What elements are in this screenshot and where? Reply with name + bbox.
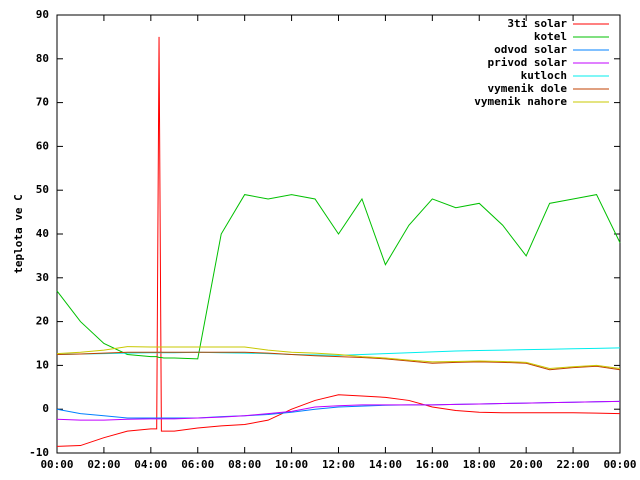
series-line — [56, 400, 621, 419]
x-tick-label: 16:00 — [416, 458, 449, 471]
y-tick-label: 50 — [36, 183, 49, 196]
x-tick-label: 22:00 — [557, 458, 590, 471]
x-tick-label: 12:00 — [322, 458, 355, 471]
legend-label: kutloch — [521, 69, 567, 82]
y-axis-label: teplota ve C — [12, 194, 25, 273]
series-line — [56, 351, 621, 371]
x-tick-label: 00:00 — [603, 458, 636, 471]
x-tick-label: 20:00 — [510, 458, 543, 471]
y-tick-label: 30 — [36, 271, 49, 284]
x-tick-label: 04:00 — [134, 458, 167, 471]
legend-label: privod solar — [488, 56, 568, 69]
series-line — [56, 346, 621, 369]
x-tick-label: 08:00 — [228, 458, 261, 471]
x-tick-label: 06:00 — [181, 458, 214, 471]
legend-label: odvod solar — [494, 43, 567, 56]
legend-label: vymenik nahore — [474, 95, 567, 108]
y-tick-label: 60 — [36, 139, 49, 152]
y-tick-label: 20 — [36, 315, 49, 328]
series-line — [56, 36, 621, 447]
series-line — [56, 194, 621, 360]
legend-label: 3ti solar — [507, 17, 567, 30]
x-tick-label: 02:00 — [87, 458, 120, 471]
series-line — [56, 400, 621, 421]
y-tick-label: 0 — [42, 402, 49, 415]
x-tick-label: 14:00 — [369, 458, 402, 471]
y-tick-label: 80 — [36, 52, 49, 65]
legend-label: vymenik dole — [488, 82, 568, 95]
y-tick-label: 40 — [36, 227, 49, 240]
y-tick-label: 70 — [36, 96, 49, 109]
y-tick-label: 90 — [36, 8, 49, 21]
x-tick-label: 18:00 — [463, 458, 496, 471]
y-tick-label: 10 — [36, 358, 49, 371]
legend-label: kotel — [534, 30, 567, 43]
x-tick-label: 00:00 — [40, 458, 73, 471]
x-tick-label: 10:00 — [275, 458, 308, 471]
y-tick-label: -10 — [29, 446, 49, 459]
